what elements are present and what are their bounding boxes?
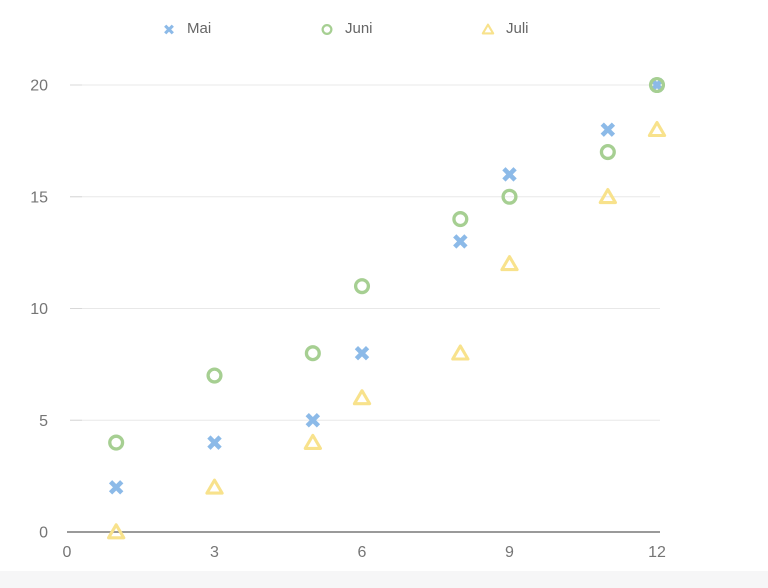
x-axis-tick-label: 3 [210,544,219,561]
data-point-juni[interactable] [108,434,125,451]
x-axis-tick-label: 12 [648,544,666,561]
cross-marker-icon [164,24,174,35]
data-point-juli[interactable] [205,478,224,495]
footer-strip [0,571,768,588]
data-point-juni[interactable] [599,144,616,161]
legend-label-juli: Juli [506,20,529,37]
legend-marker-juli[interactable] [481,23,495,35]
y-axis-tick-label: 10 [30,301,48,318]
data-point-mai[interactable] [453,234,468,249]
data-point-juni[interactable] [353,278,371,295]
y-axis-tick-label: 15 [30,189,48,206]
chart-legend: Mai Juni Juli [0,19,768,39]
data-point-juli[interactable] [352,389,372,406]
legend-marker-juni[interactable] [321,24,333,35]
legend-item-juni[interactable]: Juni [318,19,373,39]
data-point-juli[interactable] [451,344,470,361]
y-axis-tick-label: 20 [30,78,48,95]
data-point-juni[interactable] [206,367,223,384]
y-axis-tick-label: 5 [39,413,48,430]
y-axis-tick-label: 0 [39,525,48,542]
data-point-juni[interactable] [648,76,666,94]
x-axis-tick-label: 6 [358,544,367,561]
data-point-juli[interactable] [107,523,126,540]
data-point-juli[interactable] [598,188,617,205]
legend-label-juni: Juni [345,20,373,37]
data-point-mai[interactable] [354,345,370,361]
circle-marker-icon [321,24,333,35]
data-point-mai[interactable] [108,480,124,495]
data-point-juli[interactable] [647,120,667,138]
legend-item-mai[interactable]: Mai [160,19,211,39]
x-axis-tick-label: 9 [505,544,514,561]
legend-label-mai: Mai [187,20,212,37]
data-point-juni[interactable] [452,211,469,228]
x-axis-tick-label: 0 [63,544,72,561]
data-point-juni[interactable] [304,345,321,362]
data-point-juni[interactable] [501,188,518,205]
triangle-marker-icon [481,23,495,35]
data-point-juli[interactable] [303,433,322,450]
legend-marker-mai[interactable] [164,24,174,35]
data-point-mai[interactable] [305,413,321,428]
data-point-mai[interactable] [207,435,222,450]
data-point-mai[interactable] [502,167,517,182]
legend-item-juli[interactable]: Juli [479,19,529,39]
data-point-juli[interactable] [500,255,519,272]
data-point-mai[interactable] [600,122,616,137]
